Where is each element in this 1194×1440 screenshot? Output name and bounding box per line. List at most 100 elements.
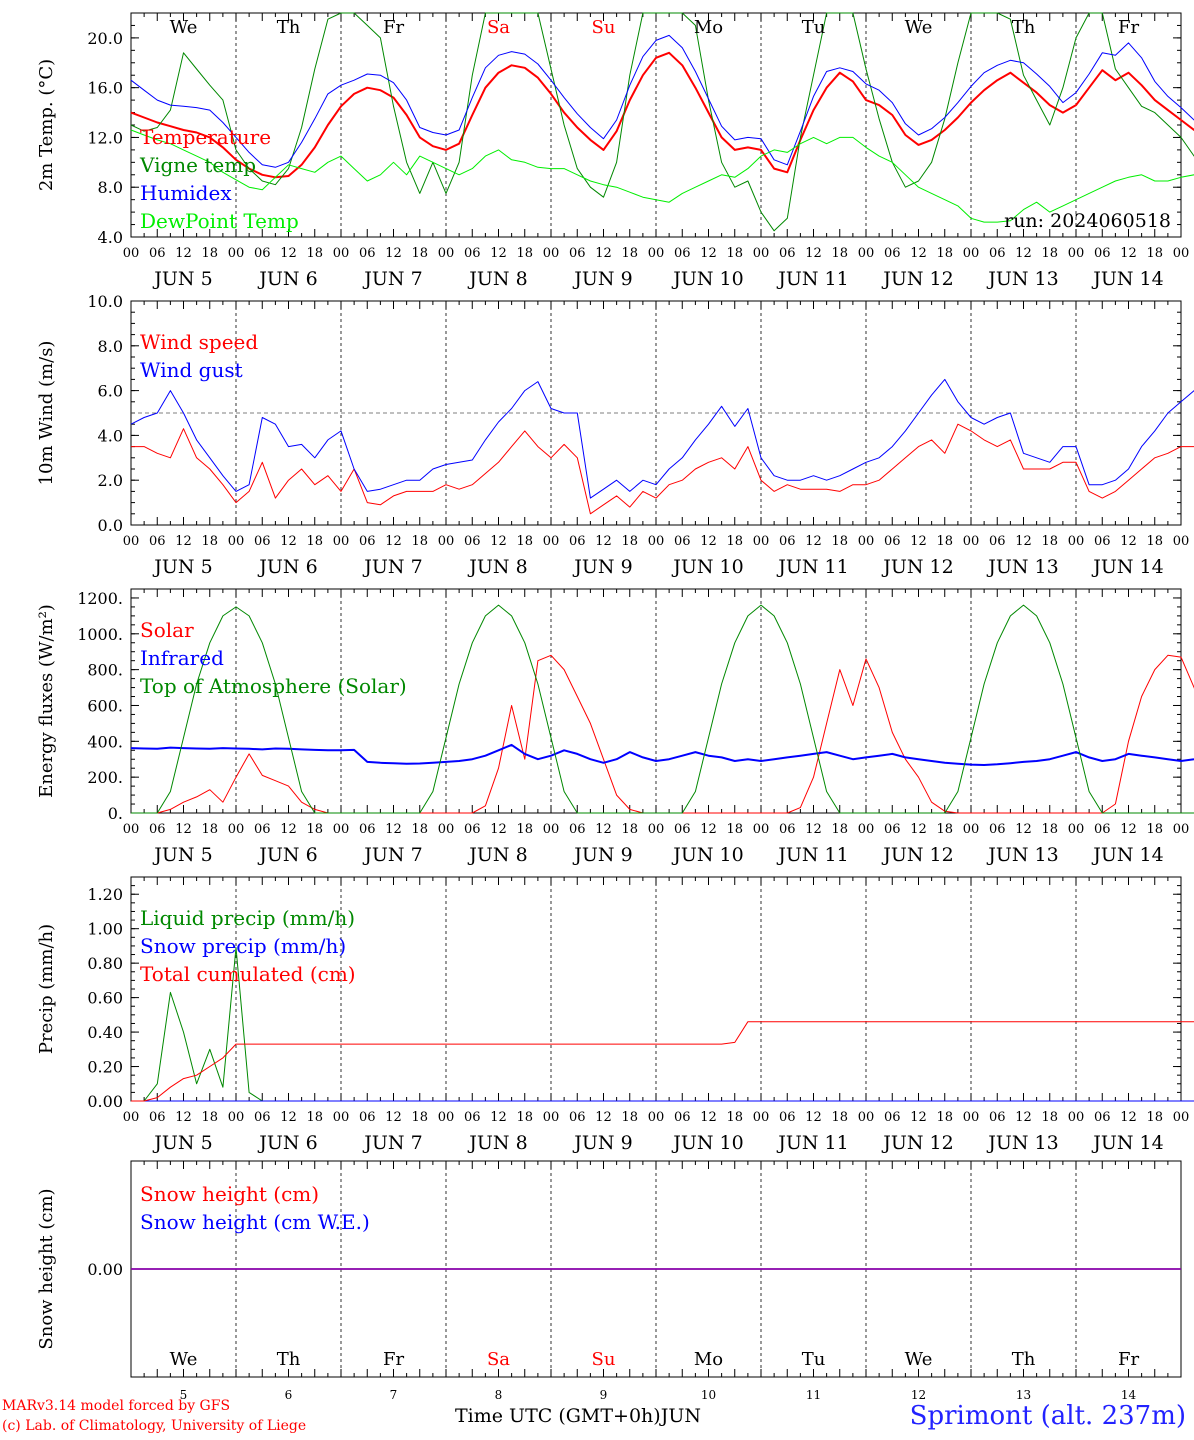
hour-tick-label: 00: [963, 822, 980, 837]
date-label: JUN 13: [986, 844, 1058, 866]
hour-tick-label: 12: [1015, 1110, 1032, 1125]
hour-tick-label: 00: [753, 1110, 770, 1125]
weekday-label: Su: [592, 1349, 616, 1370]
meteogram-chart: 4.0 8.0 12.0 16.0 20.0 2m Temp. (°C) Temperatu…: [36, 12, 1194, 1400]
hour-tick-label: 06: [464, 246, 481, 261]
hour-tick-label: 18: [1041, 534, 1058, 549]
hour-tick-label: 12: [1120, 534, 1137, 549]
hour-tick-label: 00: [1173, 822, 1190, 837]
hour-tick-label: 18: [306, 1110, 323, 1125]
weekday-label: Fr: [383, 1349, 404, 1370]
hour-tick-label: 06: [674, 822, 691, 837]
x-axis-month: JUN: [660, 1405, 701, 1427]
hour-tick-label: 06: [254, 822, 271, 837]
hour-tick-label: 12: [280, 822, 297, 837]
hour-tick-label: 06: [1094, 1110, 1111, 1125]
weekday-label: Mo: [694, 1349, 723, 1370]
hour-tick-label: 06: [359, 246, 376, 261]
hour-tick-label: 12: [700, 246, 717, 261]
hour-tick-label: 00: [543, 1110, 560, 1125]
hour-tick-label: 12: [385, 534, 402, 549]
hour-tick-label: 12: [910, 822, 927, 837]
date-label: JUN 14: [1091, 268, 1163, 290]
hour-tick-label: 12: [910, 534, 927, 549]
hour-tick-label: 00: [753, 246, 770, 261]
weekday-label: Th: [277, 17, 301, 38]
y-tick-label: 8.0: [98, 337, 123, 356]
hour-tick-label: 06: [569, 1110, 586, 1125]
hour-tick-label: 00: [123, 246, 140, 261]
legend-item: Top of Atmosphere (Solar): [140, 674, 407, 698]
hour-tick-label: 00: [648, 534, 665, 549]
hour-tick-label: 06: [884, 534, 901, 549]
y-tick-label: 4.0: [98, 426, 123, 445]
hour-tick-label: 00: [648, 822, 665, 837]
hour-tick-label: 18: [201, 246, 218, 261]
hour-tick-label: 12: [1120, 822, 1137, 837]
series-line-temperature: [130, 51, 1194, 179]
hour-tick-label: 00: [648, 246, 665, 261]
day-number-label: 12: [911, 1388, 926, 1400]
y-tick-label: 0.20: [87, 1058, 123, 1077]
hour-tick-label: 12: [805, 1110, 822, 1125]
series-line-vigne-temp: [130, 12, 1194, 232]
hour-tick-label: 12: [280, 534, 297, 549]
hour-tick-label: 18: [1146, 1110, 1163, 1125]
hour-tick-label: 06: [779, 534, 796, 549]
hour-tick-label: 18: [726, 246, 743, 261]
hour-tick-label: 18: [726, 534, 743, 549]
weekday-label: Fr: [383, 17, 404, 38]
day-number-label: 8: [495, 1388, 503, 1400]
hour-tick-label: 06: [359, 1110, 376, 1125]
hour-tick-label: 12: [1015, 534, 1032, 549]
day-number-label: 14: [1121, 1388, 1137, 1400]
y-tick-label: 20.0: [87, 29, 123, 48]
y-tick-label: 800.: [87, 661, 123, 680]
hour-tick-label: 12: [490, 1110, 507, 1125]
hour-tick-label: 00: [963, 246, 980, 261]
hour-tick-label: 18: [1146, 822, 1163, 837]
hour-tick-label: 12: [175, 534, 192, 549]
y-tick-label: 600.: [87, 696, 123, 715]
date-label: JUN 6: [257, 556, 317, 578]
date-label: JUN 13: [986, 268, 1058, 290]
hour-tick-label: 06: [989, 822, 1006, 837]
hour-tick-label: 00: [123, 1110, 140, 1125]
hour-tick-label: 12: [700, 822, 717, 837]
date-label: JUN 10: [671, 556, 743, 578]
y-tick-label: 0.: [108, 804, 123, 823]
hour-tick-label: 18: [1146, 246, 1163, 261]
weekday-label: Tu: [802, 1349, 826, 1370]
series-line-liquid-precip-mm-h-: [131, 947, 1194, 1102]
hour-tick-label: 06: [1094, 246, 1111, 261]
hour-tick-label: 00: [333, 534, 350, 549]
hour-tick-label: 18: [621, 822, 638, 837]
legend-item: DewPoint Temp: [140, 209, 299, 233]
weekday-label: We: [170, 1349, 198, 1370]
hour-tick-label: 00: [1068, 1110, 1085, 1125]
date-label: JUN 9: [572, 268, 632, 290]
hour-tick-label: 06: [464, 822, 481, 837]
hour-tick-label: 06: [674, 246, 691, 261]
panel-frame-energy: [130, 588, 1182, 814]
hour-tick-label: 00: [123, 822, 140, 837]
weekday-label: Th: [1012, 1349, 1036, 1370]
legend-item: Solar: [140, 618, 194, 642]
hour-tick-label: 00: [1068, 246, 1085, 261]
hour-tick-label: 12: [385, 822, 402, 837]
date-label: JUN 10: [671, 844, 743, 866]
y-tick-label: 0.0: [98, 516, 123, 535]
hour-tick-label: 12: [805, 246, 822, 261]
hour-tick-label: 12: [280, 246, 297, 261]
hour-tick-label: 06: [989, 246, 1006, 261]
legend-item: Temperature: [140, 125, 271, 149]
y-axis-label-snow: Snow height (cm): [36, 1188, 57, 1349]
hour-tick-label: 06: [149, 822, 166, 837]
weekday-label: We: [905, 17, 933, 38]
hour-tick-label: 00: [753, 534, 770, 549]
y-tick-label: 1200.: [77, 589, 123, 608]
hour-tick-label: 12: [1015, 246, 1032, 261]
date-label: JUN 11: [776, 268, 848, 290]
hour-tick-label: 18: [1041, 246, 1058, 261]
hour-tick-label: 06: [569, 534, 586, 549]
